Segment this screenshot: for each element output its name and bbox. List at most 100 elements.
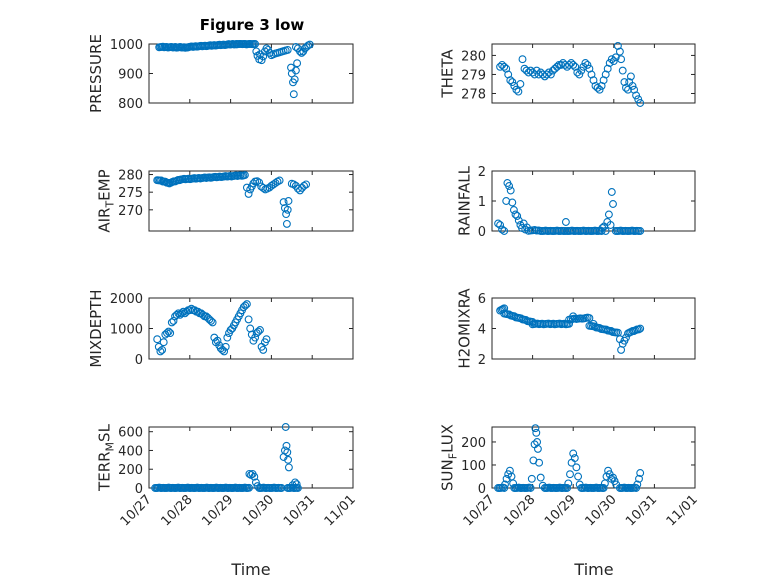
- data-point: [283, 448, 292, 457]
- y-axis-label: AIRTEMP: [96, 169, 117, 232]
- data-point: [496, 221, 505, 229]
- data-point: [267, 181, 276, 190]
- data-point: [563, 484, 572, 492]
- data-point: [259, 183, 268, 192]
- y-tick-label: 2: [478, 353, 486, 368]
- data-point: [564, 479, 573, 488]
- data-point: [538, 481, 547, 490]
- x-axis-label-left: Time: [230, 560, 270, 579]
- data-point: [516, 80, 525, 88]
- y-tick-label: 200: [118, 463, 143, 478]
- data-point: [609, 57, 618, 66]
- data-point: [254, 327, 263, 336]
- y-axis-label: MIXDEPTH: [87, 289, 105, 367]
- y-axis-label: PRESSURE: [87, 34, 105, 113]
- data-point: [611, 53, 620, 62]
- x-tick-label: 10/30: [240, 492, 277, 529]
- y-tick-label: 275: [118, 186, 143, 201]
- x-tick-label: 10/28: [159, 492, 196, 529]
- data-point: [532, 66, 541, 75]
- data-point: [595, 85, 604, 94]
- data-point: [632, 484, 641, 492]
- data-point: [289, 180, 298, 189]
- data-point: [599, 484, 608, 492]
- x-tick-label: 10/27: [118, 492, 155, 529]
- data-point: [593, 83, 602, 92]
- y-tick-label: 270: [118, 204, 143, 219]
- data-point: [607, 55, 616, 64]
- data-point: [284, 463, 293, 472]
- data-point: [544, 68, 553, 77]
- data-point: [500, 227, 509, 235]
- data-point: [505, 182, 514, 190]
- y-tick-label: 279: [461, 68, 486, 83]
- data-point: [242, 300, 251, 309]
- data-point: [166, 329, 175, 338]
- data-point: [607, 188, 616, 196]
- subplot-rainfall: 0 1 2 RAINFALL: [456, 165, 696, 240]
- data-point: [589, 319, 598, 328]
- data-point: [305, 40, 314, 49]
- data-point: [618, 66, 627, 75]
- data-point: [518, 55, 527, 64]
- y-tick-label: 900: [118, 68, 143, 83]
- data-point: [628, 81, 637, 90]
- data-point: [241, 301, 250, 310]
- data-point: [561, 218, 570, 226]
- data-point: [281, 423, 290, 431]
- y-tick-label: 100: [461, 459, 486, 474]
- data-point: [597, 227, 606, 235]
- y-axis-label: H2OMIXRA: [456, 288, 474, 369]
- data-point: [622, 333, 630, 342]
- data-point: [244, 315, 253, 324]
- data-point: [632, 91, 641, 100]
- data-point: [612, 480, 621, 489]
- data-point: [280, 446, 289, 455]
- x-tick-label: 10/30: [583, 492, 620, 529]
- data-point: [269, 180, 278, 189]
- data-point: [251, 333, 260, 342]
- data-point: [505, 466, 514, 475]
- data-point: [290, 75, 299, 84]
- data-point: [527, 474, 536, 483]
- subplot-theta: 278 279 280 THETA: [439, 41, 696, 107]
- data-point: [494, 219, 503, 228]
- data-point: [508, 78, 517, 87]
- data-point: [569, 312, 578, 321]
- y-tick-label: 4: [478, 323, 486, 338]
- data-point: [602, 325, 611, 334]
- axes-frame: [491, 426, 696, 489]
- data-point: [509, 206, 518, 214]
- x-tick-label: 10/29: [542, 492, 579, 529]
- data-point: [514, 87, 523, 96]
- data-point: [569, 449, 578, 458]
- y-tick-label: 1000: [110, 38, 143, 53]
- data-point: [531, 424, 540, 433]
- subplot-sun_flux: 0 100 200 10/27 10/28 10/29 10/30 10/31 11/01 SUN…: [439, 424, 701, 529]
- data-point: [581, 59, 590, 67]
- data-point: [509, 479, 518, 488]
- data-point: [259, 52, 268, 61]
- data-point: [635, 474, 643, 483]
- data-point: [566, 470, 574, 479]
- data-point: [265, 48, 274, 57]
- data-point: [636, 227, 645, 235]
- y-tick-label: 280: [118, 169, 143, 184]
- data-point: [511, 210, 520, 219]
- data-point: [256, 326, 264, 334]
- data-point: [500, 484, 509, 492]
- data-point: [244, 189, 253, 198]
- data-point: [542, 70, 551, 79]
- data-point: [291, 43, 300, 51]
- data-point: [163, 329, 171, 338]
- x-axis-label-right: Time: [573, 560, 613, 579]
- data-point: [572, 463, 581, 472]
- data-point: [506, 186, 515, 195]
- y-tick-label: 280: [461, 49, 486, 64]
- data-point: [282, 219, 291, 228]
- y-tick-label: 2: [478, 165, 486, 180]
- y-tick-label: 600: [118, 426, 143, 441]
